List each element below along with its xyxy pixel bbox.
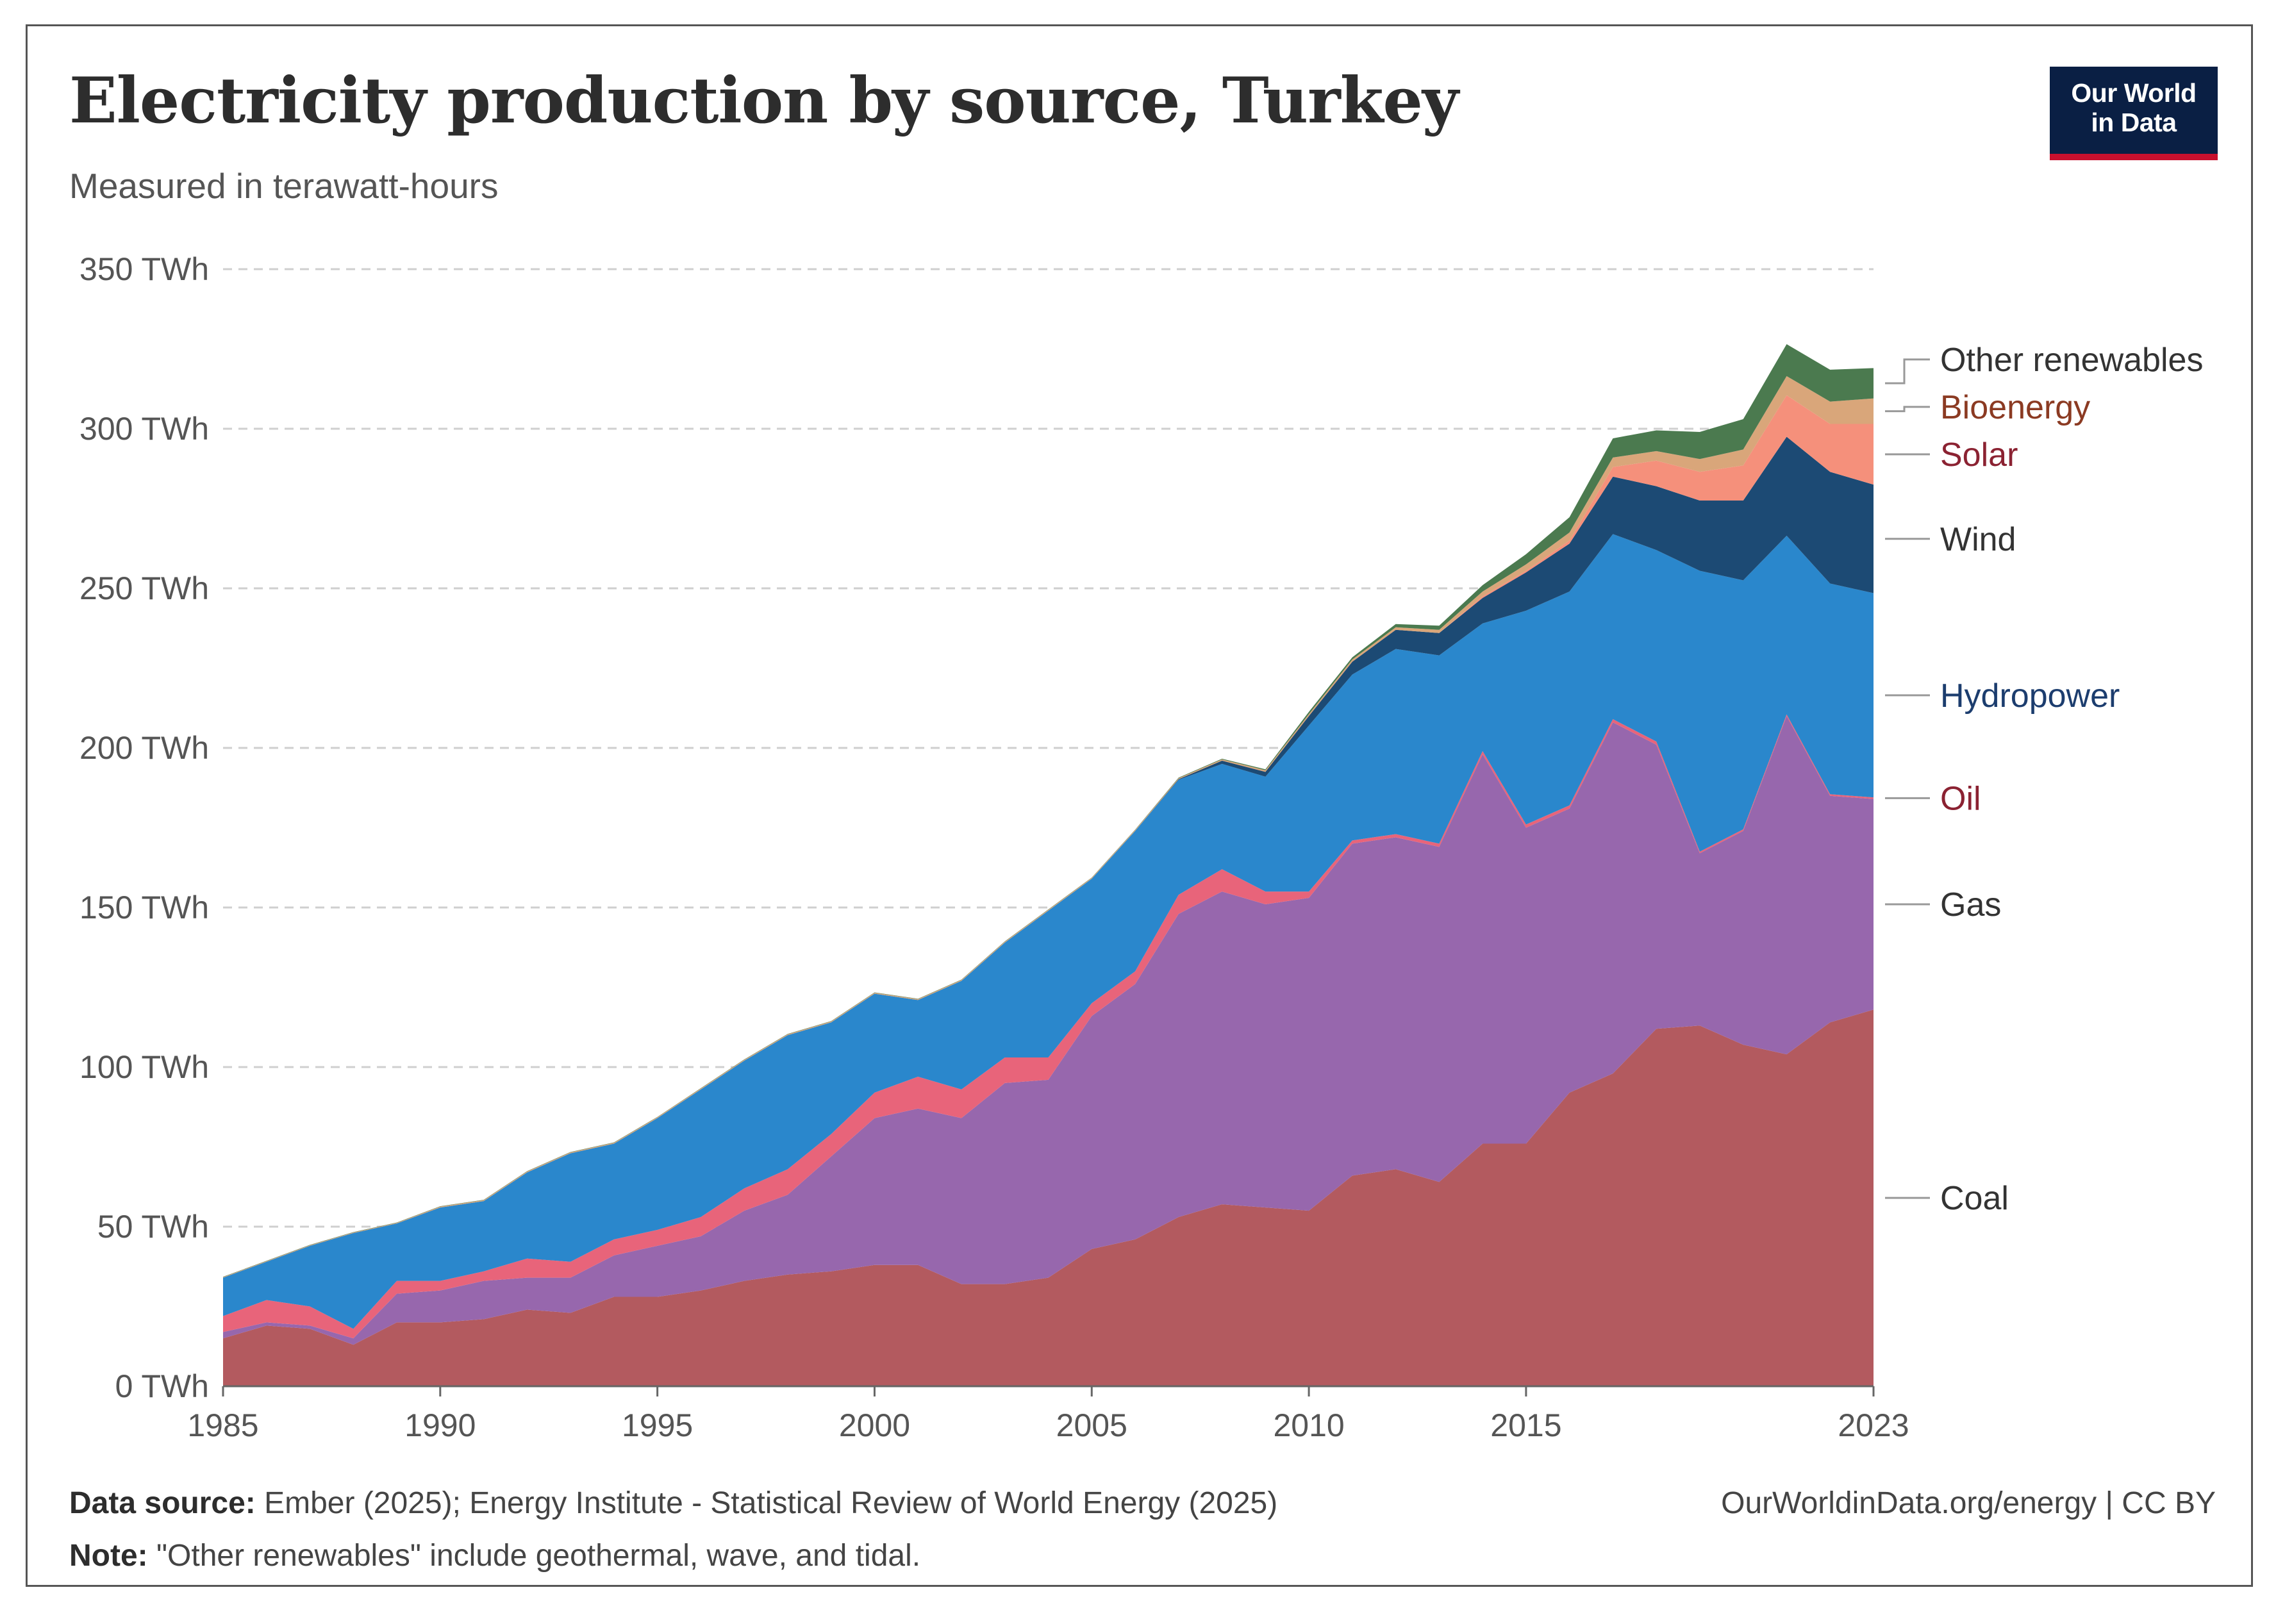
data-source-label: Data source: [69, 1486, 256, 1520]
note-line: Note: "Other renewables" include geother… [69, 1538, 920, 1573]
chart-title: Electricity production by source, Turkey [69, 64, 1459, 138]
legend-connector [1885, 406, 1930, 413]
x-tick-label: 1995 [622, 1407, 693, 1443]
x-tick-label: 1990 [404, 1407, 476, 1443]
series-areas [223, 344, 1874, 1386]
data-source-line: Data source: Ember (2025); Energy Instit… [69, 1486, 1277, 1521]
x-axis: 1985 1990 1995 2000 2005 2010 2015 2023 [187, 1385, 1909, 1443]
note-text: "Other renewables" include geothermal, w… [156, 1539, 921, 1573]
legend-label-hydropower[interactable]: Hydropower [1940, 677, 2120, 715]
legend-label-oil[interactable]: Oil [1940, 780, 1981, 817]
area-other-renewables[interactable] [223, 344, 1874, 1277]
chart-subtitle: Measured in terawatt-hours [69, 166, 499, 206]
logo-line-2: in Data [2091, 108, 2177, 137]
note-label: Note: [69, 1539, 148, 1573]
y-tick-label: 300 TWh [79, 411, 209, 447]
y-tick-label: 100 TWh [79, 1049, 209, 1085]
area-hydropower[interactable] [223, 534, 1874, 1329]
legend-label-gas[interactable]: Gas [1940, 886, 2001, 924]
area-bioenergy[interactable] [223, 376, 1874, 1278]
y-axis: 0 TWh 50 TWh 100 TWh 150 TWh 200 TWh 250 TWh 3… [79, 251, 209, 1404]
y-tick-label: 250 TWh [79, 570, 209, 606]
legend-label-wind[interactable]: Wind [1940, 521, 2016, 558]
credit-link[interactable]: OurWorldinData.org/energy | CC BY [1721, 1486, 2216, 1520]
area-solar[interactable] [223, 395, 1874, 1278]
logo-line-1: Our World [2071, 78, 2197, 108]
x-tick-label: 2000 [839, 1407, 910, 1443]
x-tick-label: 1985 [187, 1407, 258, 1443]
inline-legend: Coal Gas Oil Hydropower Wind Solar Bioenergy Ot… [1885, 342, 2203, 1217]
area-wind[interactable] [223, 436, 1874, 1278]
legend-connector [1885, 358, 1930, 385]
x-tick-label: 2010 [1273, 1407, 1344, 1443]
y-tick-label: 200 TWh [79, 730, 209, 766]
owid-logo[interactable]: Our World in Data [2050, 67, 2218, 160]
y-tick-label: 350 TWh [79, 251, 209, 287]
legend-label-coal[interactable]: Coal [1940, 1180, 2009, 1217]
legend-label-other-renewables[interactable]: Other renewables [1940, 342, 2203, 379]
x-tick-label: 2015 [1490, 1407, 1561, 1443]
area-coal[interactable] [223, 1009, 1874, 1386]
legend-label-solar[interactable]: Solar [1940, 436, 2018, 474]
data-source-text: Ember (2025); Energy Institute - Statist… [264, 1486, 1278, 1520]
y-tick-label: 0 TWh [115, 1368, 209, 1404]
y-tick-label: 150 TWh [79, 890, 209, 925]
legend-label-bioenergy[interactable]: Bioenergy [1940, 389, 2090, 426]
x-tick-label: 2023 [1838, 1407, 1909, 1443]
y-tick-label: 50 TWh [97, 1209, 209, 1245]
x-tick-label: 2005 [1056, 1407, 1127, 1443]
area-gas[interactable] [223, 716, 1874, 1345]
